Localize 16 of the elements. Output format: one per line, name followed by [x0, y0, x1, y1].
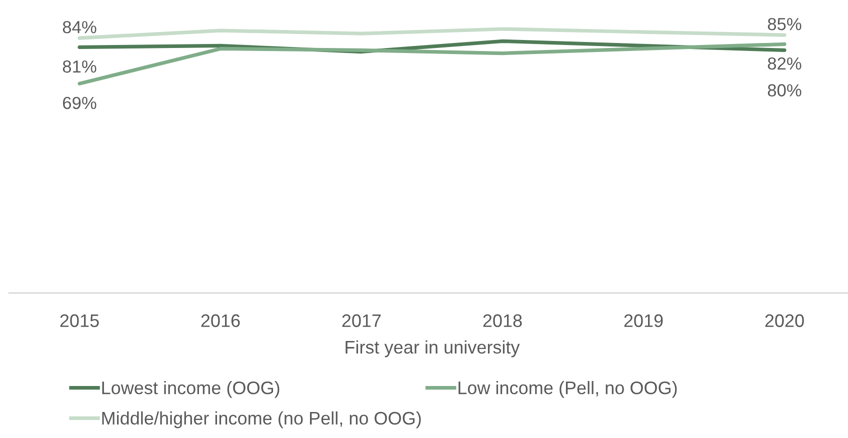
legend-label: Lowest income (OOG)	[102, 381, 280, 398]
data-label: 84%	[62, 20, 96, 34]
x-tick-label: 2016	[201, 314, 240, 328]
x-tick-label: 2018	[483, 314, 522, 328]
x-tick-label: 2017	[342, 314, 381, 328]
legend-label: Low income (Pell, no OOG)	[458, 381, 677, 398]
data-label: 80%	[768, 84, 802, 96]
x-tick-label: 2020	[765, 314, 804, 328]
x-tick-label: 2019	[624, 314, 663, 328]
data-label: 81%	[62, 60, 96, 73]
legend-label: Middle/higher income (no Pell, no OOG)	[102, 411, 421, 428]
data-label: 69%	[63, 96, 96, 110]
x-tick-label: 2015	[60, 314, 99, 328]
data-label: 85%	[768, 18, 802, 30]
x-axis-title: First year in university	[346, 340, 520, 358]
data-label: 82%	[768, 57, 802, 70]
